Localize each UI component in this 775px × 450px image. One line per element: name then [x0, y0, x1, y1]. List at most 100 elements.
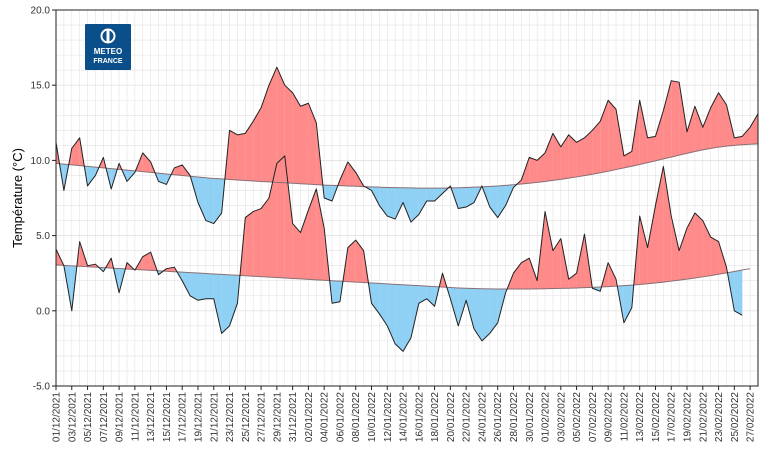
- logo-background: [85, 24, 131, 70]
- above-normal-area: [316, 188, 325, 281]
- x-tick-label: 29/12/2021: [272, 392, 283, 442]
- above-normal-area: [608, 100, 617, 172]
- above-normal-area: [253, 208, 262, 277]
- normal-min-line: [56, 264, 751, 290]
- x-tick-label: 19/02/2022: [683, 392, 694, 442]
- above-normal-area: [663, 80, 672, 159]
- below-normal-area: [481, 288, 490, 341]
- above-normal-area: [245, 121, 254, 181]
- y-tick-label: 0.0: [36, 306, 50, 317]
- x-tick-label: 10/01/2022: [367, 392, 378, 442]
- above-normal-area: [521, 258, 530, 289]
- above-normal-area: [245, 211, 254, 277]
- above-normal-area: [284, 155, 293, 279]
- below-normal-area: [197, 273, 206, 301]
- above-normal-area: [292, 223, 301, 279]
- above-normal-area: [261, 198, 269, 278]
- x-tick-label: 15/02/2022: [651, 392, 662, 442]
- above-normal-area: [734, 136, 743, 146]
- x-tick-label: 21/12/2021: [209, 392, 220, 442]
- below-normal-area: [734, 270, 743, 316]
- x-tick-label: 14/01/2022: [399, 392, 410, 442]
- x-tick-label: 16/01/2022: [414, 392, 425, 442]
- above-normal-area: [592, 121, 601, 175]
- below-normal-area: [87, 166, 96, 186]
- above-normal-area: [237, 133, 246, 181]
- x-tick-label: 18/01/2022: [430, 392, 441, 442]
- above-normal-area: [718, 241, 727, 275]
- x-tick-label: 27/02/2022: [746, 392, 757, 442]
- below-normal-area: [213, 273, 222, 334]
- x-tick-label: 11/02/2022: [619, 392, 630, 442]
- series-lines: [56, 66, 758, 352]
- above-normal-area: [229, 130, 238, 180]
- above-normal-area: [600, 100, 609, 173]
- above-normal-area: [308, 103, 317, 185]
- y-tick-label: 15.0: [31, 81, 51, 92]
- below-normal-area: [489, 185, 498, 218]
- below-normal-area: [458, 287, 467, 326]
- below-normal-area: [332, 280, 340, 304]
- below-normal-area: [403, 284, 411, 352]
- x-tick-label: 22/01/2022: [462, 392, 473, 442]
- x-tick-label: 05/12/2021: [83, 392, 94, 442]
- x-tick-label: 03/12/2021: [67, 392, 78, 442]
- above-normal-area: [261, 85, 269, 182]
- below-normal-area: [458, 187, 467, 209]
- above-normal-area: [513, 262, 522, 289]
- above-normal-area: [268, 67, 277, 183]
- x-tick-label: 08/01/2022: [351, 392, 362, 442]
- below-normal-area: [371, 282, 380, 314]
- x-tick-label: 02/01/2022: [304, 392, 315, 442]
- normal-max-line: [56, 143, 758, 189]
- above-normal-area: [545, 133, 553, 182]
- above-normal-area: [300, 103, 309, 185]
- below-normal-area: [623, 285, 632, 323]
- x-tick-label: 26/01/2022: [493, 392, 504, 442]
- above-normal-area: [718, 92, 727, 148]
- x-tick-label: 25/12/2021: [241, 392, 252, 442]
- above-normal-area: [702, 107, 711, 150]
- x-tick-label: 03/02/2022: [556, 392, 567, 442]
- above-normal-area: [529, 157, 538, 184]
- below-normal-area: [395, 284, 404, 352]
- x-tick-label: 27/12/2021: [257, 392, 268, 442]
- below-normal-area: [182, 272, 191, 296]
- above-normal-area: [292, 92, 301, 184]
- above-normal-area: [702, 220, 711, 277]
- x-tick-label: 28/01/2022: [509, 392, 520, 442]
- above-normal-area: [663, 166, 672, 283]
- below-normal-area: [221, 274, 230, 334]
- anomaly-fills: [56, 67, 758, 352]
- below-normal-area: [497, 185, 506, 218]
- y-tick-label: 5.0: [36, 231, 50, 242]
- above-normal-area: [750, 113, 758, 145]
- logo-emblem-bar: [106, 29, 110, 43]
- above-normal-area: [639, 100, 648, 165]
- above-normal-area: [568, 134, 577, 179]
- plot-frame: [55, 9, 759, 387]
- above-normal-area: [655, 166, 664, 283]
- x-axis: 01/12/2021 03/12/2021 05/12/2021 07/12/2021…: [52, 386, 757, 442]
- above-normal-area: [537, 152, 546, 183]
- x-tick-label: 09/12/2021: [115, 392, 126, 442]
- above-normal-area: [623, 151, 632, 168]
- below-normal-area: [379, 283, 388, 326]
- above-normal-area: [545, 211, 553, 289]
- above-normal-area: [560, 134, 569, 180]
- above-normal-area: [694, 106, 703, 152]
- x-tick-label: 23/02/2022: [714, 392, 725, 442]
- above-normal-area: [671, 216, 680, 282]
- x-tick-label: 23/12/2021: [225, 392, 236, 442]
- meteo-france-logo: METEO FRANCE: [85, 24, 131, 70]
- below-normal-area: [474, 288, 482, 341]
- above-normal-area: [339, 161, 348, 186]
- x-tick-label: 15/12/2021: [162, 392, 173, 442]
- observed-max-line: [56, 66, 758, 225]
- y-tick-label: -5.0: [33, 382, 51, 393]
- above-normal-area: [710, 92, 719, 149]
- x-tick-label: 13/02/2022: [635, 392, 646, 442]
- x-tick-label: 17/02/2022: [667, 392, 678, 442]
- above-normal-area: [529, 258, 538, 289]
